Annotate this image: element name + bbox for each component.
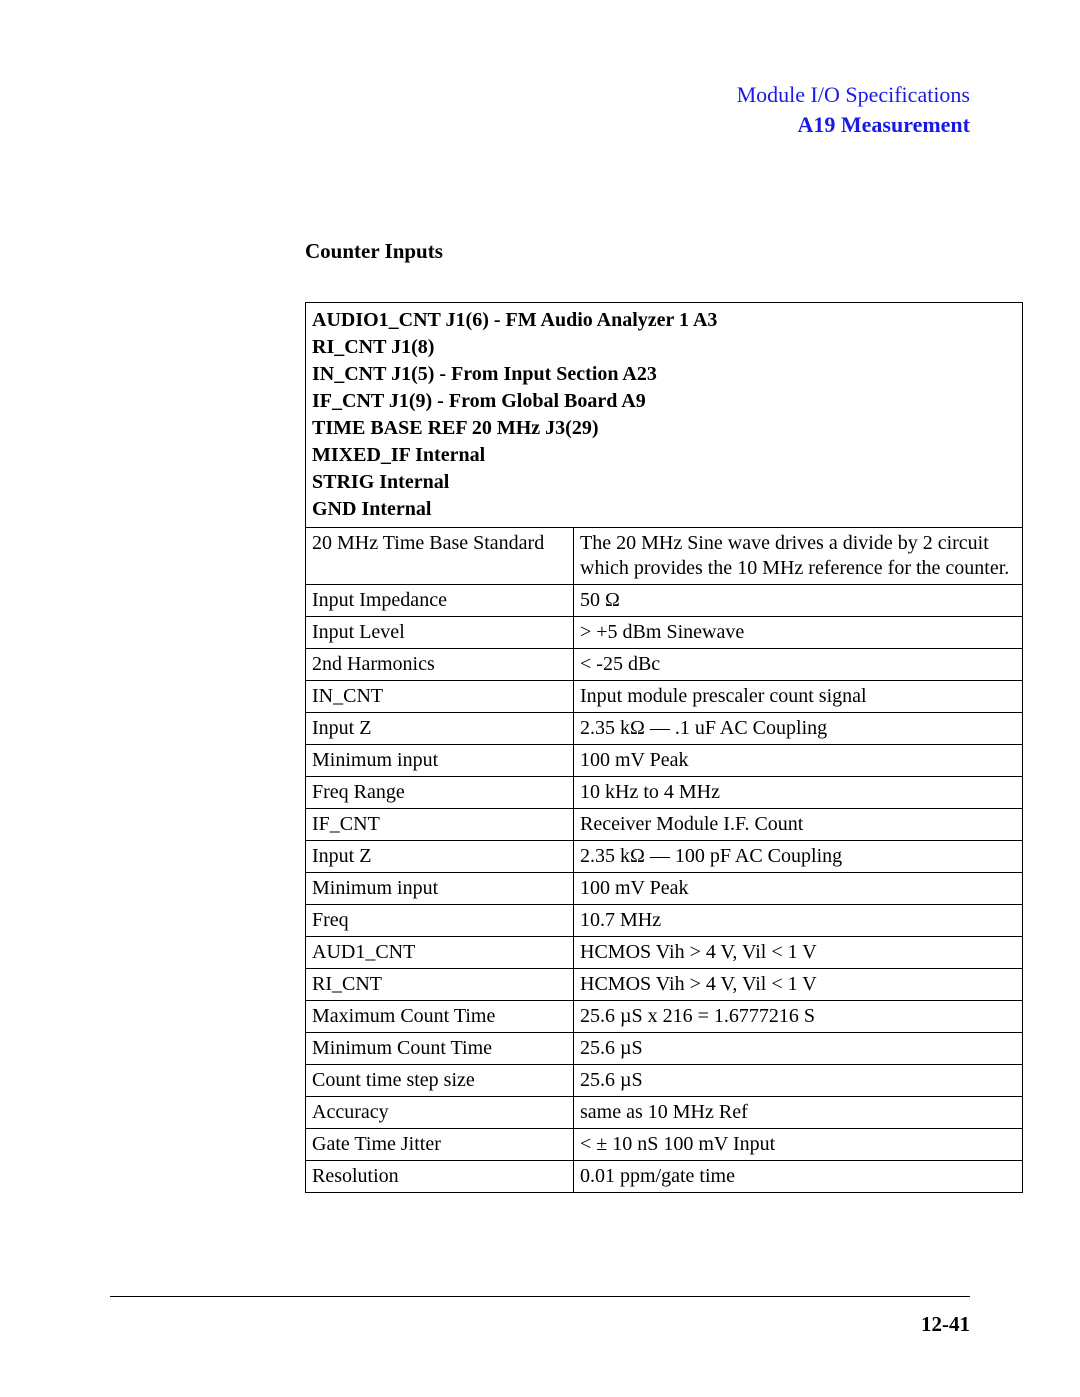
param-cell: Input Level: [306, 617, 574, 649]
table-row: Input Z2.35 kΩ — .1 uF AC Coupling: [306, 713, 1023, 745]
value-cell: 2.35 kΩ — 100 pF AC Coupling: [574, 841, 1023, 873]
hdr-line: STRIG Internal: [312, 469, 1016, 496]
param-cell: Count time step size: [306, 1065, 574, 1097]
param-cell: Minimum input: [306, 873, 574, 905]
param-cell: Input Impedance: [306, 585, 574, 617]
section-title: Counter Inputs: [305, 239, 970, 264]
value-cell: < ± 10 nS 100 mV Input: [574, 1129, 1023, 1161]
footer-rule: [110, 1296, 970, 1297]
value-cell: 100 mV Peak: [574, 873, 1023, 905]
table-row: Freq Range10 kHz to 4 MHz: [306, 777, 1023, 809]
param-cell: Gate Time Jitter: [306, 1129, 574, 1161]
param-cell: Input Z: [306, 713, 574, 745]
param-cell: IN_CNT: [306, 681, 574, 713]
value-cell: < -25 dBc: [574, 649, 1023, 681]
hdr-line: GND Internal: [312, 496, 1016, 523]
hdr-line: TIME BASE REF 20 MHz J3(29): [312, 415, 1016, 442]
value-cell: 100 mV Peak: [574, 745, 1023, 777]
param-cell: RI_CNT: [306, 969, 574, 1001]
param-cell: Maximum Count Time: [306, 1001, 574, 1033]
value-cell: 25.6 µS: [574, 1033, 1023, 1065]
param-cell: Minimum Count Time: [306, 1033, 574, 1065]
param-cell: 20 MHz Time Base Standard: [306, 528, 574, 585]
value-cell: same as 10 MHz Ref: [574, 1097, 1023, 1129]
table-row: Resolution0.01 ppm/gate time: [306, 1161, 1023, 1193]
hdr-line: RI_CNT J1(8): [312, 334, 1016, 361]
value-cell: HCMOS Vih > 4 V, Vil < 1 V: [574, 937, 1023, 969]
table-row: RI_CNTHCMOS Vih > 4 V, Vil < 1 V: [306, 969, 1023, 1001]
table-row: IN_CNTInput module prescaler count signa…: [306, 681, 1023, 713]
header-subtitle: A19 Measurement: [110, 110, 970, 140]
param-cell: Accuracy: [306, 1097, 574, 1129]
table-row: IF_CNTReceiver Module I.F. Count: [306, 809, 1023, 841]
table-row: Minimum input100 mV Peak: [306, 745, 1023, 777]
param-cell: Freq: [306, 905, 574, 937]
spec-table: AUDIO1_CNT J1(6) - FM Audio Analyzer 1 A…: [305, 302, 1023, 1193]
table-row: Minimum input100 mV Peak: [306, 873, 1023, 905]
table-row: Maximum Count Time25.6 µS x 216 = 1.6777…: [306, 1001, 1023, 1033]
value-cell: Receiver Module I.F. Count: [574, 809, 1023, 841]
hdr-line: MIXED_IF Internal: [312, 442, 1016, 469]
table-row: Input Impedance50 Ω: [306, 585, 1023, 617]
param-cell: 2nd Harmonics: [306, 649, 574, 681]
value-cell: 10.7 MHz: [574, 905, 1023, 937]
value-cell: 50 Ω: [574, 585, 1023, 617]
table-row: Input Level> +5 dBm Sinewave: [306, 617, 1023, 649]
table-header-row: AUDIO1_CNT J1(6) - FM Audio Analyzer 1 A…: [306, 303, 1023, 528]
page-number: 12-41: [921, 1312, 970, 1337]
value-cell: HCMOS Vih > 4 V, Vil < 1 V: [574, 969, 1023, 1001]
table-row: AUD1_CNTHCMOS Vih > 4 V, Vil < 1 V: [306, 937, 1023, 969]
value-cell: Input module prescaler count signal: [574, 681, 1023, 713]
table-header-cell: AUDIO1_CNT J1(6) - FM Audio Analyzer 1 A…: [306, 303, 1023, 528]
hdr-line: AUDIO1_CNT J1(6) - FM Audio Analyzer 1 A…: [312, 307, 1016, 334]
table-row: 20 MHz Time Base StandardThe 20 MHz Sine…: [306, 528, 1023, 585]
table-row: Minimum Count Time25.6 µS: [306, 1033, 1023, 1065]
hdr-line: IF_CNT J1(9) - From Global Board A9: [312, 388, 1016, 415]
table-row: Gate Time Jitter< ± 10 nS 100 mV Input: [306, 1129, 1023, 1161]
param-cell: Resolution: [306, 1161, 574, 1193]
table-row: Freq10.7 MHz: [306, 905, 1023, 937]
table-row: 2nd Harmonics< -25 dBc: [306, 649, 1023, 681]
page-header: Module I/O Specifications A19 Measuremen…: [110, 80, 970, 139]
value-cell: 25.6 µS: [574, 1065, 1023, 1097]
param-cell: Minimum input: [306, 745, 574, 777]
header-title: Module I/O Specifications: [110, 80, 970, 110]
hdr-line: IN_CNT J1(5) - From Input Section A23: [312, 361, 1016, 388]
value-cell: 25.6 µS x 216 = 1.6777216 S: [574, 1001, 1023, 1033]
value-cell: 2.35 kΩ — .1 uF AC Coupling: [574, 713, 1023, 745]
param-cell: IF_CNT: [306, 809, 574, 841]
value-cell: > +5 dBm Sinewave: [574, 617, 1023, 649]
value-cell: The 20 MHz Sine wave drives a divide by …: [574, 528, 1023, 585]
param-cell: Input Z: [306, 841, 574, 873]
param-cell: Freq Range: [306, 777, 574, 809]
table-row: Input Z2.35 kΩ — 100 pF AC Coupling: [306, 841, 1023, 873]
page: Module I/O Specifications A19 Measuremen…: [0, 0, 1080, 1397]
value-cell: 0.01 ppm/gate time: [574, 1161, 1023, 1193]
table-row: Accuracysame as 10 MHz Ref: [306, 1097, 1023, 1129]
param-cell: AUD1_CNT: [306, 937, 574, 969]
table-row: Count time step size25.6 µS: [306, 1065, 1023, 1097]
value-cell: 10 kHz to 4 MHz: [574, 777, 1023, 809]
